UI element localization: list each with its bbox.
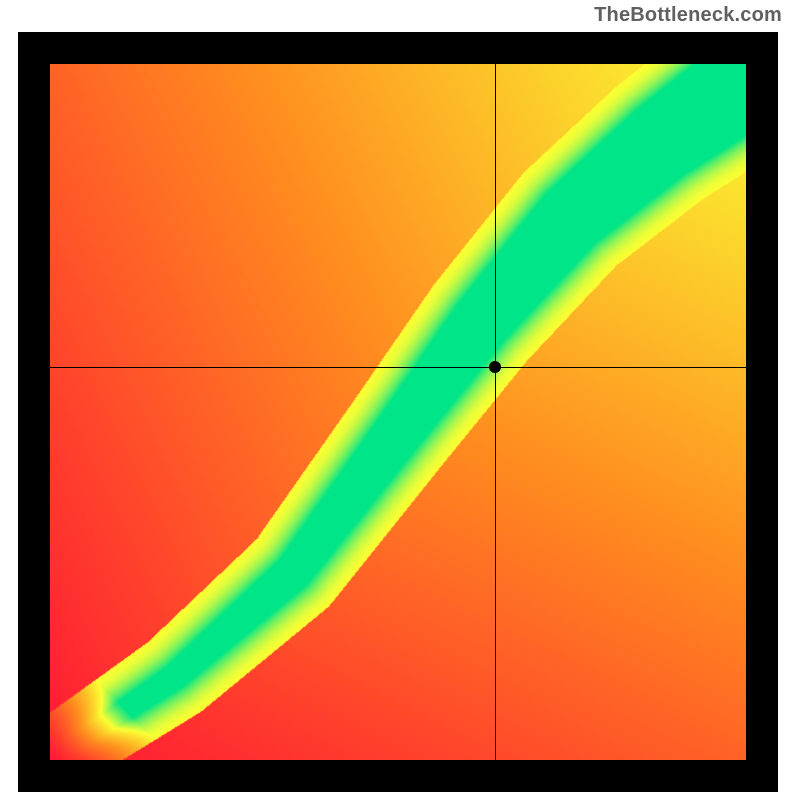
crosshair-vertical [495,64,496,760]
target-marker [489,361,501,373]
crosshair-horizontal [50,367,746,368]
heatmap-canvas [50,64,746,760]
attribution-text: TheBottleneck.com [594,4,782,27]
bottleneck-heatmap [18,32,778,792]
